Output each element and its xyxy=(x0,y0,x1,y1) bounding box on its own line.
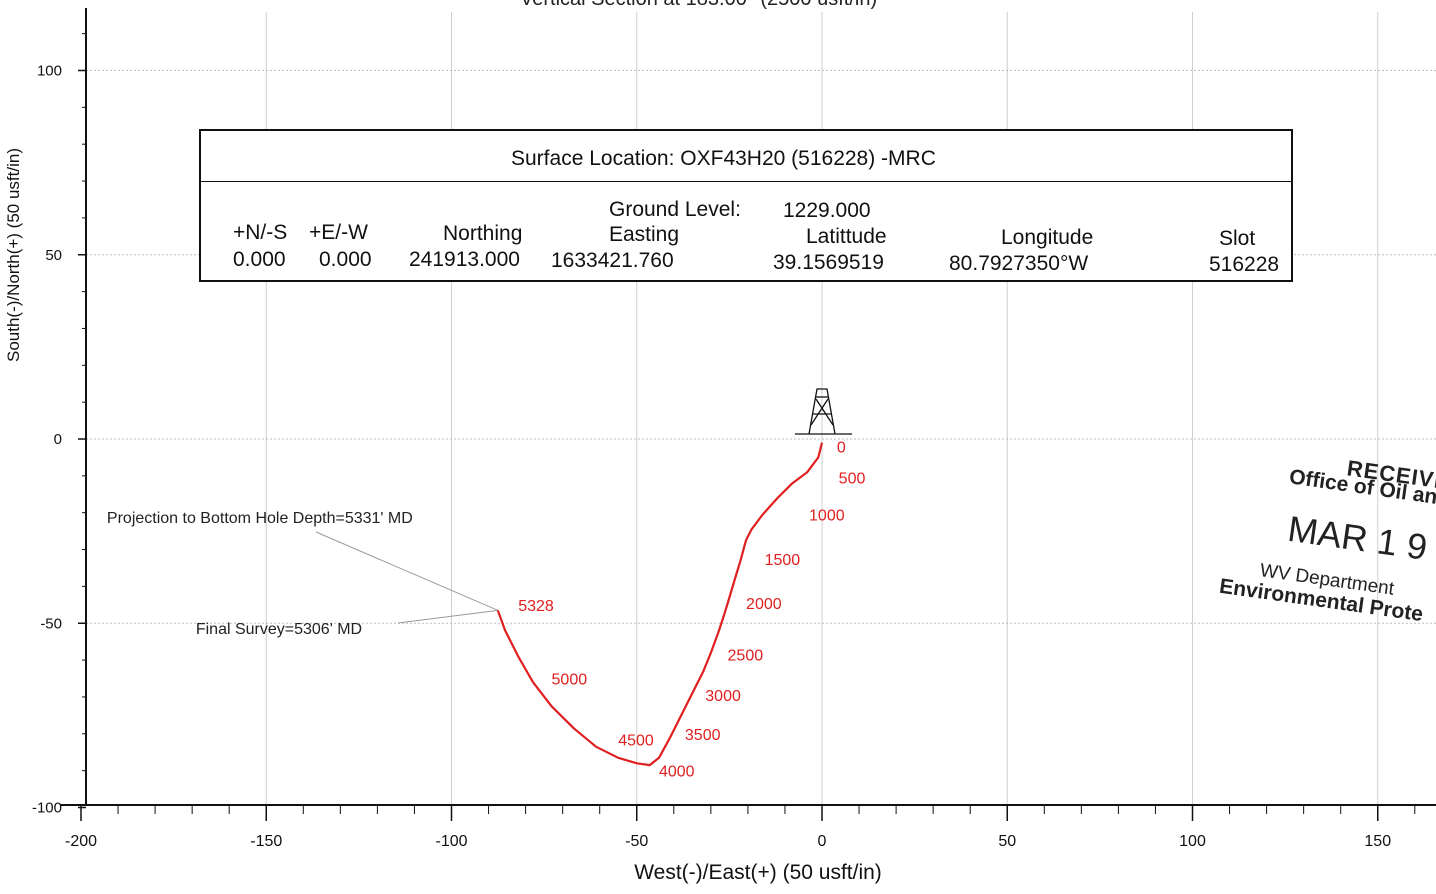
divider xyxy=(201,181,1291,182)
rig-brace xyxy=(810,398,829,426)
chart-title: Vertical Section at 183.00° (2500 usft/i… xyxy=(520,0,877,11)
y-axis-label: South(-)/North(+) (50 usft/in) xyxy=(4,148,23,362)
annotation-label: Projection to Bottom Hole Depth=5331' MD xyxy=(107,510,413,527)
drilling-rig-icon xyxy=(795,388,852,435)
depth-label: 1000 xyxy=(809,508,845,525)
value-longitude: 80.7927350°W xyxy=(949,252,1089,275)
x-tick-label: 0 xyxy=(818,833,827,850)
depth-label: 2000 xyxy=(746,596,782,613)
depth-label: 5328 xyxy=(518,598,554,615)
depth-label: 3500 xyxy=(685,727,721,744)
ground-level-value: 1229.000 xyxy=(783,199,871,222)
x-tick-label: -50 xyxy=(625,833,648,850)
depth-label: 500 xyxy=(839,471,866,488)
depth-label: 2500 xyxy=(728,648,764,665)
value-ew: 0.000 xyxy=(319,248,372,271)
ground-level-label: Ground Level: xyxy=(609,198,741,221)
value-ns: 0.000 xyxy=(233,248,286,271)
x-axis-label: West(-)/East(+) (50 usft/in) xyxy=(634,861,882,884)
annotation-leader xyxy=(397,609,498,624)
drilling-rig-icon xyxy=(795,388,852,435)
y-tick-label: -100 xyxy=(32,800,62,817)
y-tick-label: 50 xyxy=(45,247,62,264)
header-latitude: Latittude xyxy=(806,225,887,248)
value-easting: 1633421.760 xyxy=(551,249,674,272)
x-tick-label: -100 xyxy=(435,833,467,850)
annotation-leader xyxy=(315,531,499,611)
x-tick-label: 150 xyxy=(1364,833,1391,850)
x-tick-label: 50 xyxy=(998,833,1016,850)
value-slot: 516228 xyxy=(1209,253,1280,276)
depth-label: 4500 xyxy=(618,732,654,749)
stamp-date: MAR 1 9 20 xyxy=(1285,507,1436,575)
y-tick-label: -50 xyxy=(40,615,62,632)
series-layer xyxy=(496,442,824,767)
y-tick-label: 100 xyxy=(37,63,62,80)
x-tick-label: 100 xyxy=(1179,833,1206,850)
header-longitude: Longitude xyxy=(1001,226,1094,249)
depth-label: 3000 xyxy=(705,688,741,705)
rig-frame xyxy=(808,388,836,435)
depth-label: 5000 xyxy=(552,672,588,689)
header-slot: Slot xyxy=(1219,227,1256,250)
header-northing: Northing xyxy=(443,222,523,245)
header-ew: +E/-W xyxy=(309,221,368,244)
value-latitude: 39.1569519 xyxy=(773,251,884,274)
depth-labels: 0 500 1000 1500 2000 2500 3000 3500 4000 4500 5000… xyxy=(518,439,865,780)
annotation-label: Final Survey=5306' MD xyxy=(196,621,362,638)
depth-label: 4000 xyxy=(659,764,695,781)
x-tick-label: -200 xyxy=(65,833,97,850)
depth-label: 0 xyxy=(837,439,846,456)
rig-brace xyxy=(815,398,834,426)
value-northing: 241913.000 xyxy=(409,248,520,271)
header-easting: Easting xyxy=(609,223,680,246)
x-tick-label: -150 xyxy=(250,833,282,850)
depth-label: 1500 xyxy=(765,552,801,569)
surface-location-title: Surface Location: OXF43H20 (516228) -MRC xyxy=(511,147,936,170)
surface-location-box: Surface Location: OXF43H20 (516228) -MRC… xyxy=(199,129,1293,282)
header-ns: +N/-S xyxy=(233,221,288,244)
annotation-leaders: Projection to Bottom Hole Depth=5331' MD… xyxy=(107,510,499,638)
received-stamp: RECEIVE Office of Oil an MAR 1 9 20 WV D… xyxy=(1209,440,1436,694)
well-path-line xyxy=(496,442,824,767)
y-tick-label: 0 xyxy=(54,431,62,448)
